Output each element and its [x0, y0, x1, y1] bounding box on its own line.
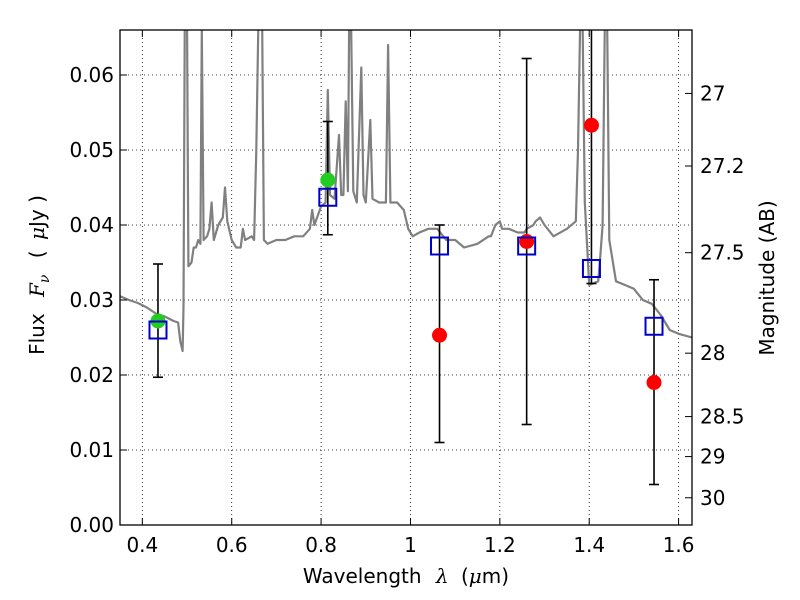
y-axis-unit-open: ( — [25, 250, 49, 258]
x-axis-unit-open: ( — [461, 564, 469, 588]
model-square-marker — [644, 316, 664, 336]
x-tick-label: 0.6 — [216, 533, 248, 557]
y-axis-label-text: Flux — [25, 313, 49, 355]
magnitude-tick-label: 30 — [700, 486, 725, 510]
axis-ticks: 0.4 0.6 0.8 1 1.2 1.4 1.6 0.00 0.01 0.02 0.03 0.04 0… — [69, 30, 745, 557]
red-data-point — [432, 327, 448, 343]
magnitude-tick-label: 29 — [700, 445, 725, 469]
x-tick-label: 0.8 — [305, 533, 337, 557]
magnitude-tick-label: 28 — [700, 341, 725, 365]
red-data-point — [583, 117, 599, 133]
magnitude-tick-label: 28.5 — [700, 405, 745, 429]
x-tick-label: 0.4 — [126, 533, 158, 557]
y-axis-unit-mu: μ — [25, 227, 49, 240]
data-markers-group — [148, 117, 664, 390]
y-tick-label: 0.00 — [69, 513, 114, 537]
red-data-point — [646, 375, 662, 390]
model-square-marker — [430, 236, 450, 256]
magnitude-axis-label: Magnitude (AB) — [755, 200, 779, 355]
magnitude-tick-label: 27.5 — [700, 241, 745, 265]
magnitude-tick-label: 27 — [700, 81, 725, 105]
y-tick-label: 0.01 — [69, 438, 114, 462]
y-tick-label: 0.05 — [69, 138, 114, 162]
plot-background — [120, 30, 692, 525]
y-tick-label: 0.06 — [69, 63, 114, 87]
model-spectrum-group — [120, 30, 692, 353]
x-axis-label-text: Wavelength — [303, 564, 422, 588]
y-tick-label: 0.04 — [69, 213, 114, 237]
y-tick-label: 0.02 — [69, 363, 114, 387]
magnitude-tick-label: 27.2 — [700, 154, 745, 178]
red-data-point — [519, 234, 535, 249]
model-square-marker — [581, 259, 601, 278]
x-tick-label: 1.6 — [663, 533, 695, 557]
green-data-point — [320, 172, 336, 188]
x-tick-label: 1 — [404, 533, 417, 557]
y-axis-flux-subscript: ν — [37, 274, 53, 283]
y-axis-flux-symbol: F — [25, 282, 49, 298]
y-tick-label: 0.03 — [69, 288, 114, 312]
y-axis-label: Flux Fν ( μJy ) — [25, 195, 54, 355]
x-tick-label: 1.2 — [484, 533, 516, 557]
x-axis-unit-rest: m) — [482, 564, 509, 588]
model-square-marker — [318, 187, 338, 207]
x-axis-unit-mu: μ — [469, 564, 482, 588]
grid-lines — [120, 30, 692, 525]
x-axis-label: Wavelength λ (μm) — [303, 564, 509, 588]
x-tick-label: 1.4 — [573, 533, 605, 557]
model-square-marker — [517, 236, 537, 256]
y-axis-unit-rest: Jy ) — [25, 195, 49, 229]
model-square-marker — [148, 320, 168, 340]
model-spectrum-line — [120, 30, 692, 353]
x-axis-lambda-symbol: λ — [435, 564, 449, 588]
plot-frame — [119, 29, 693, 526]
